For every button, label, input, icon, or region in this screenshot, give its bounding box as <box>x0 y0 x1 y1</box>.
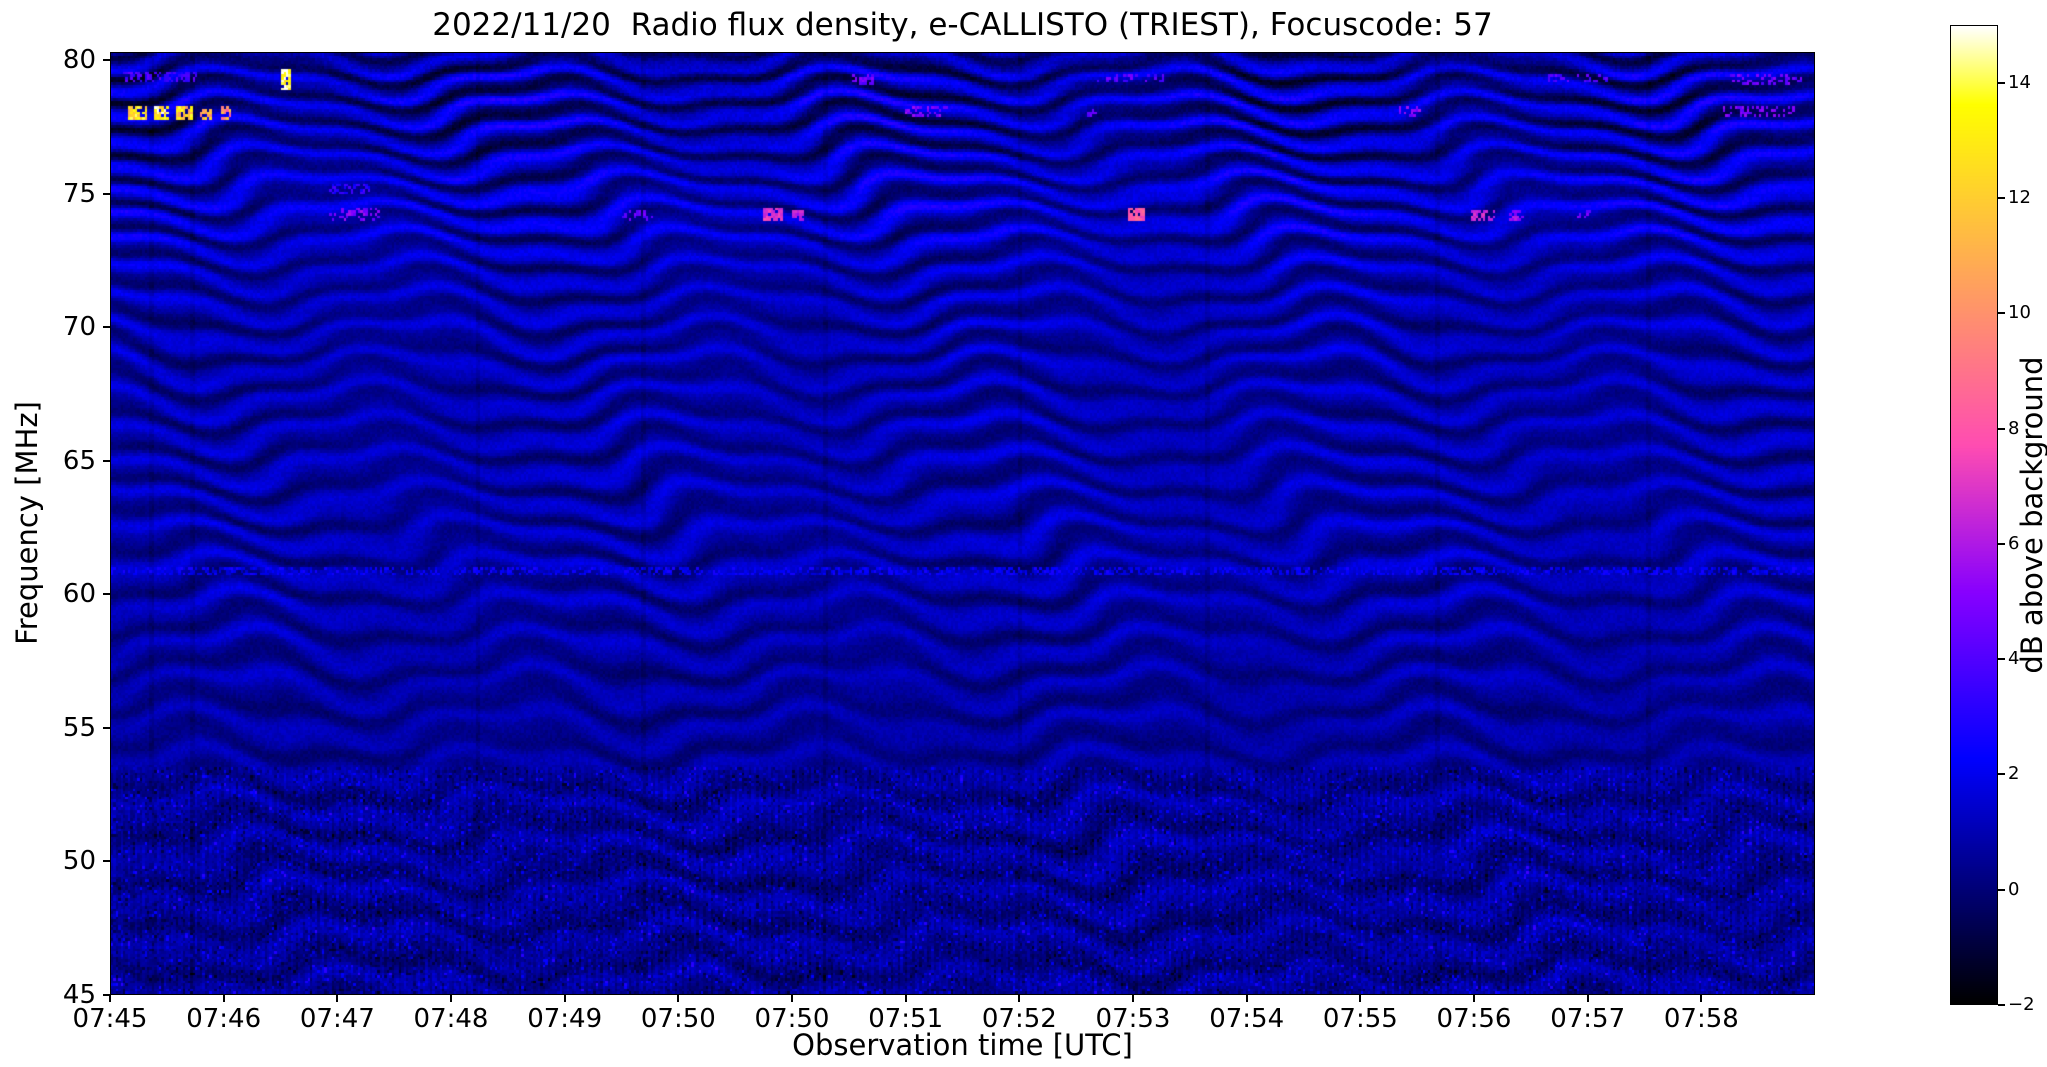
x-tick-mark <box>1359 995 1362 1002</box>
y-tick-mark <box>103 593 110 596</box>
x-tick-label: 07:55 <box>1322 1004 1398 1034</box>
colorbar-tick-mark <box>1998 196 2005 199</box>
x-tick-mark <box>222 995 225 1002</box>
x-tick-mark <box>904 995 907 1002</box>
x-tick-mark <box>563 995 566 1002</box>
colorbar-tick-label: 4 <box>2008 648 2020 670</box>
x-tick-label: 07:45 <box>72 1004 148 1034</box>
colorbar-tick-label: 8 <box>2008 417 2020 439</box>
colorbar-tick-mark <box>1998 1004 2005 1006</box>
x-axis-label: Observation time [UTC] <box>792 1028 1133 1062</box>
x-tick-label: 07:46 <box>186 1004 262 1034</box>
colorbar-tick-label: 10 <box>2008 302 2031 324</box>
x-tick-mark <box>1245 995 1248 1002</box>
x-tick-label: 07:52 <box>981 1004 1057 1034</box>
x-tick-mark <box>1586 995 1589 1002</box>
x-tick-mark <box>1018 995 1021 1002</box>
colorbar-tick-label: 6 <box>2008 532 2020 554</box>
x-tick-label: 07:48 <box>413 1004 489 1034</box>
colorbar-tick-label: 2 <box>2008 763 2020 785</box>
x-tick-label: 07:47 <box>299 1004 375 1034</box>
colorbar-tick-mark <box>1998 427 2005 430</box>
spectrogram-canvas <box>111 53 1814 994</box>
colorbar-gradient <box>1951 26 1997 1004</box>
y-tick-label: 80 <box>62 45 96 75</box>
colorbar-tick-mark <box>1998 658 2005 661</box>
x-tick-mark <box>109 995 111 1002</box>
y-tick-mark <box>103 860 110 863</box>
colorbar-tick-label: 12 <box>2008 186 2031 208</box>
y-tick-label: 55 <box>62 712 96 743</box>
x-tick-label: 07:50 <box>754 1004 830 1034</box>
colorbar-tick-label: 14 <box>2008 71 2031 93</box>
colorbar <box>1950 25 1998 1005</box>
x-tick-mark <box>1132 995 1134 1002</box>
x-tick-label: 07:54 <box>1209 1004 1285 1034</box>
y-tick-mark <box>103 59 110 61</box>
colorbar-tick-mark <box>1998 773 2005 776</box>
x-tick-mark <box>450 995 452 1002</box>
colorbar-tick-label: 0 <box>2008 878 2020 900</box>
colorbar-tick-mark <box>1998 542 2005 545</box>
colorbar-label: dB above background <box>2015 356 2047 674</box>
x-tick-label: 07:56 <box>1436 1004 1512 1034</box>
x-tick-mark <box>1700 995 1703 1002</box>
colorbar-tick-mark <box>1998 888 2005 891</box>
x-tick-label: 07:58 <box>1663 1004 1739 1034</box>
chart-title: 2022/11/20 Radio flux density, e-CALLIST… <box>432 7 1493 43</box>
x-tick-label: 07:50 <box>640 1004 716 1034</box>
y-tick-label: 65 <box>62 445 96 476</box>
plot-area <box>110 52 1815 995</box>
y-tick-mark <box>103 726 110 729</box>
y-tick-mark <box>103 192 110 195</box>
x-tick-mark <box>677 995 680 1002</box>
x-tick-mark <box>791 995 793 1002</box>
y-tick-label: 50 <box>62 846 96 877</box>
x-tick-label: 07:53 <box>1095 1004 1171 1034</box>
x-tick-mark <box>1473 995 1475 1002</box>
y-tick-mark <box>103 994 110 996</box>
x-tick-mark <box>336 995 339 1002</box>
y-tick-label: 60 <box>62 579 96 610</box>
y-tick-label: 75 <box>62 178 96 209</box>
x-tick-label: 07:49 <box>527 1004 603 1034</box>
y-tick-label: 45 <box>62 980 96 1010</box>
x-tick-label: 07:57 <box>1550 1004 1626 1034</box>
y-tick-mark <box>103 326 110 329</box>
x-tick-label: 07:51 <box>868 1004 944 1034</box>
y-tick-mark <box>103 459 110 462</box>
colorbar-tick-mark <box>1998 81 2005 84</box>
y-tick-label: 70 <box>62 312 96 343</box>
colorbar-tick-label: −2 <box>2008 994 2035 1015</box>
colorbar-tick-mark <box>1998 312 2005 315</box>
